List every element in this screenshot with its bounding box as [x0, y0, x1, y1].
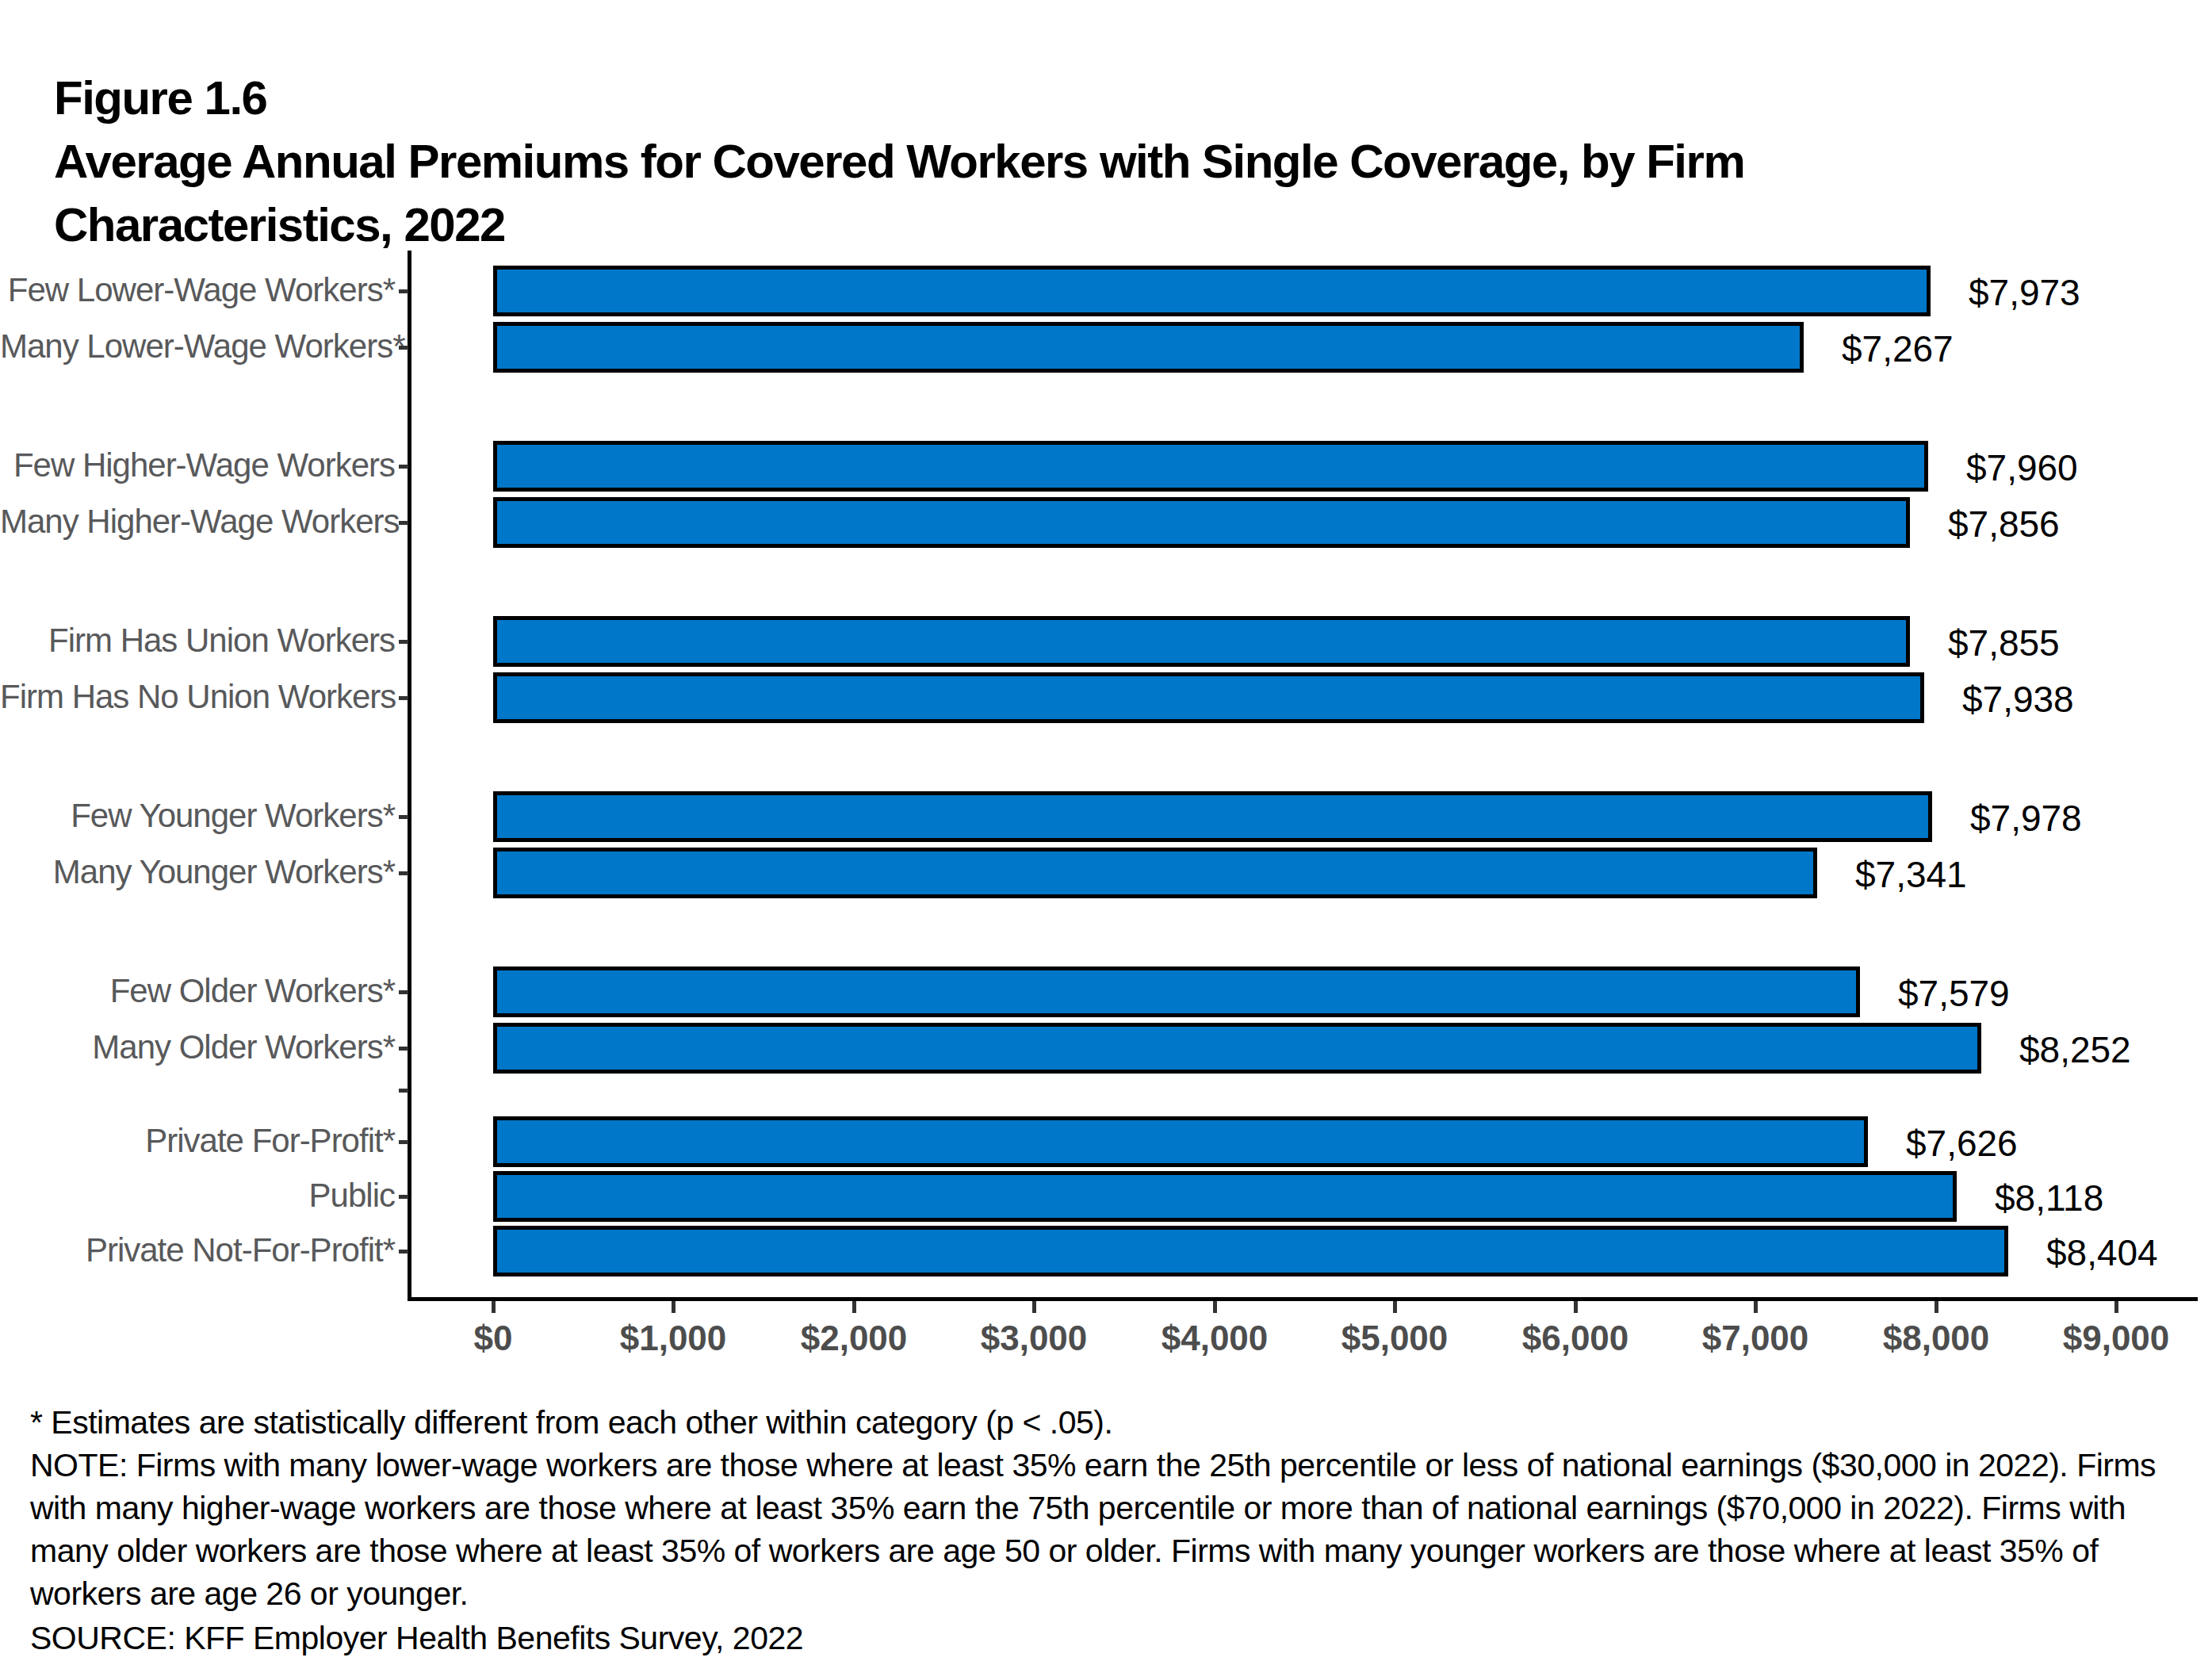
- value-label: $7,960: [1966, 446, 2078, 489]
- x-axis-tick-label: $6,000: [1522, 1319, 1629, 1358]
- value-label: $7,855: [1948, 622, 2060, 664]
- bar: [493, 1116, 1868, 1167]
- category-label: Many Older Workers*: [0, 1028, 395, 1066]
- category-label: Firm Has No Union Workers: [0, 678, 395, 716]
- x-axis-tick-label: $5,000: [1341, 1319, 1449, 1358]
- category-tick: [399, 640, 408, 644]
- bar: [493, 322, 1804, 373]
- category-label: Private Not-For-Profit*: [0, 1231, 395, 1269]
- bar: [493, 791, 1932, 842]
- x-axis-tick: [1754, 1301, 1758, 1313]
- x-axis-tick-label: $2,000: [801, 1319, 908, 1358]
- value-label: $7,579: [1898, 972, 2010, 1015]
- x-axis-tick-label: $9,000: [2063, 1319, 2170, 1358]
- category-label: Private For-Profit*: [0, 1122, 395, 1160]
- value-label: $7,341: [1855, 853, 1967, 896]
- x-axis-tick-label: $3,000: [981, 1319, 1088, 1358]
- category-label: Few Lower-Wage Workers*: [0, 271, 395, 309]
- category-tick: [399, 289, 408, 293]
- x-axis-tick: [672, 1301, 675, 1313]
- x-axis-tick-label: $1,000: [620, 1319, 727, 1358]
- bar: [493, 848, 1817, 898]
- category-tick: [399, 465, 408, 469]
- category-tick: [399, 696, 408, 700]
- value-label: $7,973: [1969, 271, 2080, 314]
- category-tick: [399, 1250, 408, 1254]
- category-tick: [399, 346, 408, 350]
- x-axis-tick: [1574, 1301, 1578, 1313]
- bar: [493, 1023, 1981, 1074]
- x-axis-tick: [1213, 1301, 1217, 1313]
- bar: [493, 1171, 1957, 1222]
- bar: [493, 441, 1928, 492]
- x-axis-tick: [492, 1301, 496, 1313]
- value-label: $7,626: [1906, 1122, 2018, 1165]
- x-axis-tick-label: $8,000: [1883, 1319, 1990, 1358]
- value-label: $7,856: [1948, 503, 2060, 545]
- x-axis-tick: [1393, 1301, 1397, 1313]
- value-label: $8,404: [2046, 1231, 2158, 1274]
- x-axis-tick: [1935, 1301, 1938, 1313]
- value-label: $7,938: [1962, 678, 2074, 721]
- category-spacer-tick: [399, 1089, 408, 1093]
- bar: [493, 672, 1924, 723]
- x-axis-tick-label: $0: [474, 1319, 513, 1358]
- bar: [493, 616, 1910, 667]
- footnote-line: workers are age 26 or younger.: [30, 1575, 469, 1613]
- footnote-line: many older workers are those where at le…: [30, 1533, 2098, 1570]
- category-label: Public: [0, 1177, 395, 1215]
- x-axis-tick-label: $7,000: [1702, 1319, 1809, 1358]
- x-axis-tick: [2114, 1301, 2118, 1313]
- value-label: $7,978: [1970, 797, 2082, 840]
- bar: [493, 966, 1860, 1017]
- category-label: Few Younger Workers*: [0, 797, 395, 835]
- x-axis-line: [408, 1297, 2198, 1301]
- category-tick: [399, 1047, 408, 1051]
- figure-canvas: Figure 1.6 Average Annual Premiums for C…: [0, 0, 2212, 1665]
- x-axis-tick: [852, 1301, 856, 1313]
- footnote-line: NOTE: Firms with many lower-wage workers…: [30, 1447, 2156, 1484]
- value-label: $7,267: [1842, 327, 1954, 370]
- category-label: Firm Has Union Workers: [0, 622, 395, 660]
- category-tick: [399, 521, 408, 525]
- category-label: Many Higher-Wage Workers: [0, 503, 395, 541]
- category-tick: [399, 1195, 408, 1199]
- category-label: Few Higher-Wage Workers: [0, 446, 395, 484]
- footnote-line: with many higher-wage workers are those …: [30, 1490, 2126, 1527]
- value-label: $8,252: [2019, 1028, 2131, 1071]
- x-axis-tick-label: $4,000: [1161, 1319, 1269, 1358]
- category-tick: [399, 990, 408, 994]
- bar: [493, 266, 1931, 316]
- category-label: Few Older Workers*: [0, 972, 395, 1010]
- value-label: $8,118: [1995, 1177, 2103, 1219]
- bar: [493, 1226, 2008, 1276]
- category-label: Many Lower-Wage Workers*: [0, 327, 395, 366]
- x-axis-tick: [1032, 1301, 1036, 1313]
- category-label: Many Younger Workers*: [0, 853, 395, 891]
- figure-number: Figure 1.6: [54, 71, 266, 125]
- chart-title-line-1: Average Annual Premiums for Covered Work…: [54, 134, 1744, 189]
- category-tick: [399, 815, 408, 819]
- category-tick: [399, 871, 408, 875]
- category-tick: [399, 1140, 408, 1144]
- source-line: SOURCE: KFF Employer Health Benefits Sur…: [30, 1620, 803, 1657]
- bar: [493, 497, 1910, 548]
- footnote-line: * Estimates are statistically different …: [30, 1404, 1112, 1441]
- chart-title-line-2: Characteristics, 2022: [54, 197, 505, 252]
